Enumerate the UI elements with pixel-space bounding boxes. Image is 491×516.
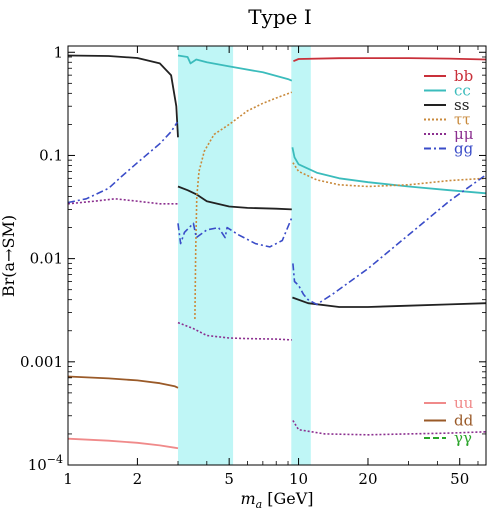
axis-ticks: 1 2 5 10 20 50 1 0.1 0.01 0.001 10−4	[20, 43, 486, 488]
legend-label-uu: uu	[454, 394, 474, 412]
plot-frame	[67, 45, 487, 466]
x-tick-label-5: 5	[224, 470, 234, 488]
x-tick-label-50: 50	[450, 470, 469, 488]
series-cc-segment-2	[291, 147, 487, 195]
legend-label-x: ττ	[454, 111, 471, 129]
chart-title: Type I	[248, 5, 312, 29]
x-axis-label-unit: [GeV]	[262, 489, 313, 508]
y-axis-label: Br(a→SM)	[0, 215, 18, 297]
series-ss	[67, 54, 487, 308]
series-bb-segment-1	[293, 57, 487, 63]
legend-label-ss: ss	[454, 96, 469, 114]
series-ss-segment-3	[292, 296, 487, 308]
legend-label-x: γγ	[454, 429, 472, 447]
x-axis-label: ma [GeV]	[240, 489, 313, 511]
x-tick-label-2: 2	[133, 470, 143, 488]
y-tick-label-104: 10−4	[28, 453, 63, 474]
series-dd-segment-1	[67, 375, 179, 389]
series-ss-segment-2	[177, 185, 292, 211]
x-axis-label-var: m	[240, 489, 255, 508]
x-axis-label-sub: a	[256, 498, 263, 511]
legend-label-gg: gg	[454, 140, 474, 158]
shaded-band-1	[178, 46, 234, 465]
series-dd	[67, 375, 179, 389]
shaded-band-2	[291, 46, 311, 465]
plot-area: 1 2 5 10 20 50 1 0.1 0.01 0.001 10−4	[20, 43, 487, 488]
series-x-segment-3	[292, 420, 487, 436]
series-gg-segment-1	[67, 121, 178, 204]
series-ss-segment-1	[67, 54, 179, 138]
legend-label-dd: dd	[454, 412, 474, 430]
legend-label-bb: bb	[454, 67, 473, 85]
series-bb	[293, 57, 487, 63]
x-tick-label-1: 1	[63, 470, 73, 488]
series-uu	[67, 437, 179, 450]
y-tick-label-001: 0.01	[30, 250, 63, 268]
series-gg-segment-2	[177, 217, 293, 248]
series-layer	[67, 54, 487, 450]
series-x	[67, 198, 487, 436]
series-uu-segment-1	[67, 437, 179, 450]
series-x-segment-2	[177, 321, 292, 341]
x-tick-label-20: 20	[358, 470, 377, 488]
y-tick-label-1: 1	[53, 43, 63, 61]
series-x-segment-2	[292, 162, 487, 188]
y-tick-label-0001: 0.001	[20, 353, 63, 371]
x-tick-label-10: 10	[289, 470, 308, 488]
series-gg	[67, 121, 487, 306]
series-x	[194, 91, 487, 320]
y-tick-label-01: 0.1	[39, 146, 63, 164]
legend-label-x: μμ	[454, 125, 474, 143]
series-x-segment-1	[194, 91, 293, 320]
series-gg-segment-3	[292, 174, 487, 306]
legend-label-cc: cc	[454, 82, 471, 100]
series-cc-segment-1	[177, 54, 293, 82]
shaded-bands	[178, 46, 311, 465]
series-cc	[177, 54, 487, 195]
